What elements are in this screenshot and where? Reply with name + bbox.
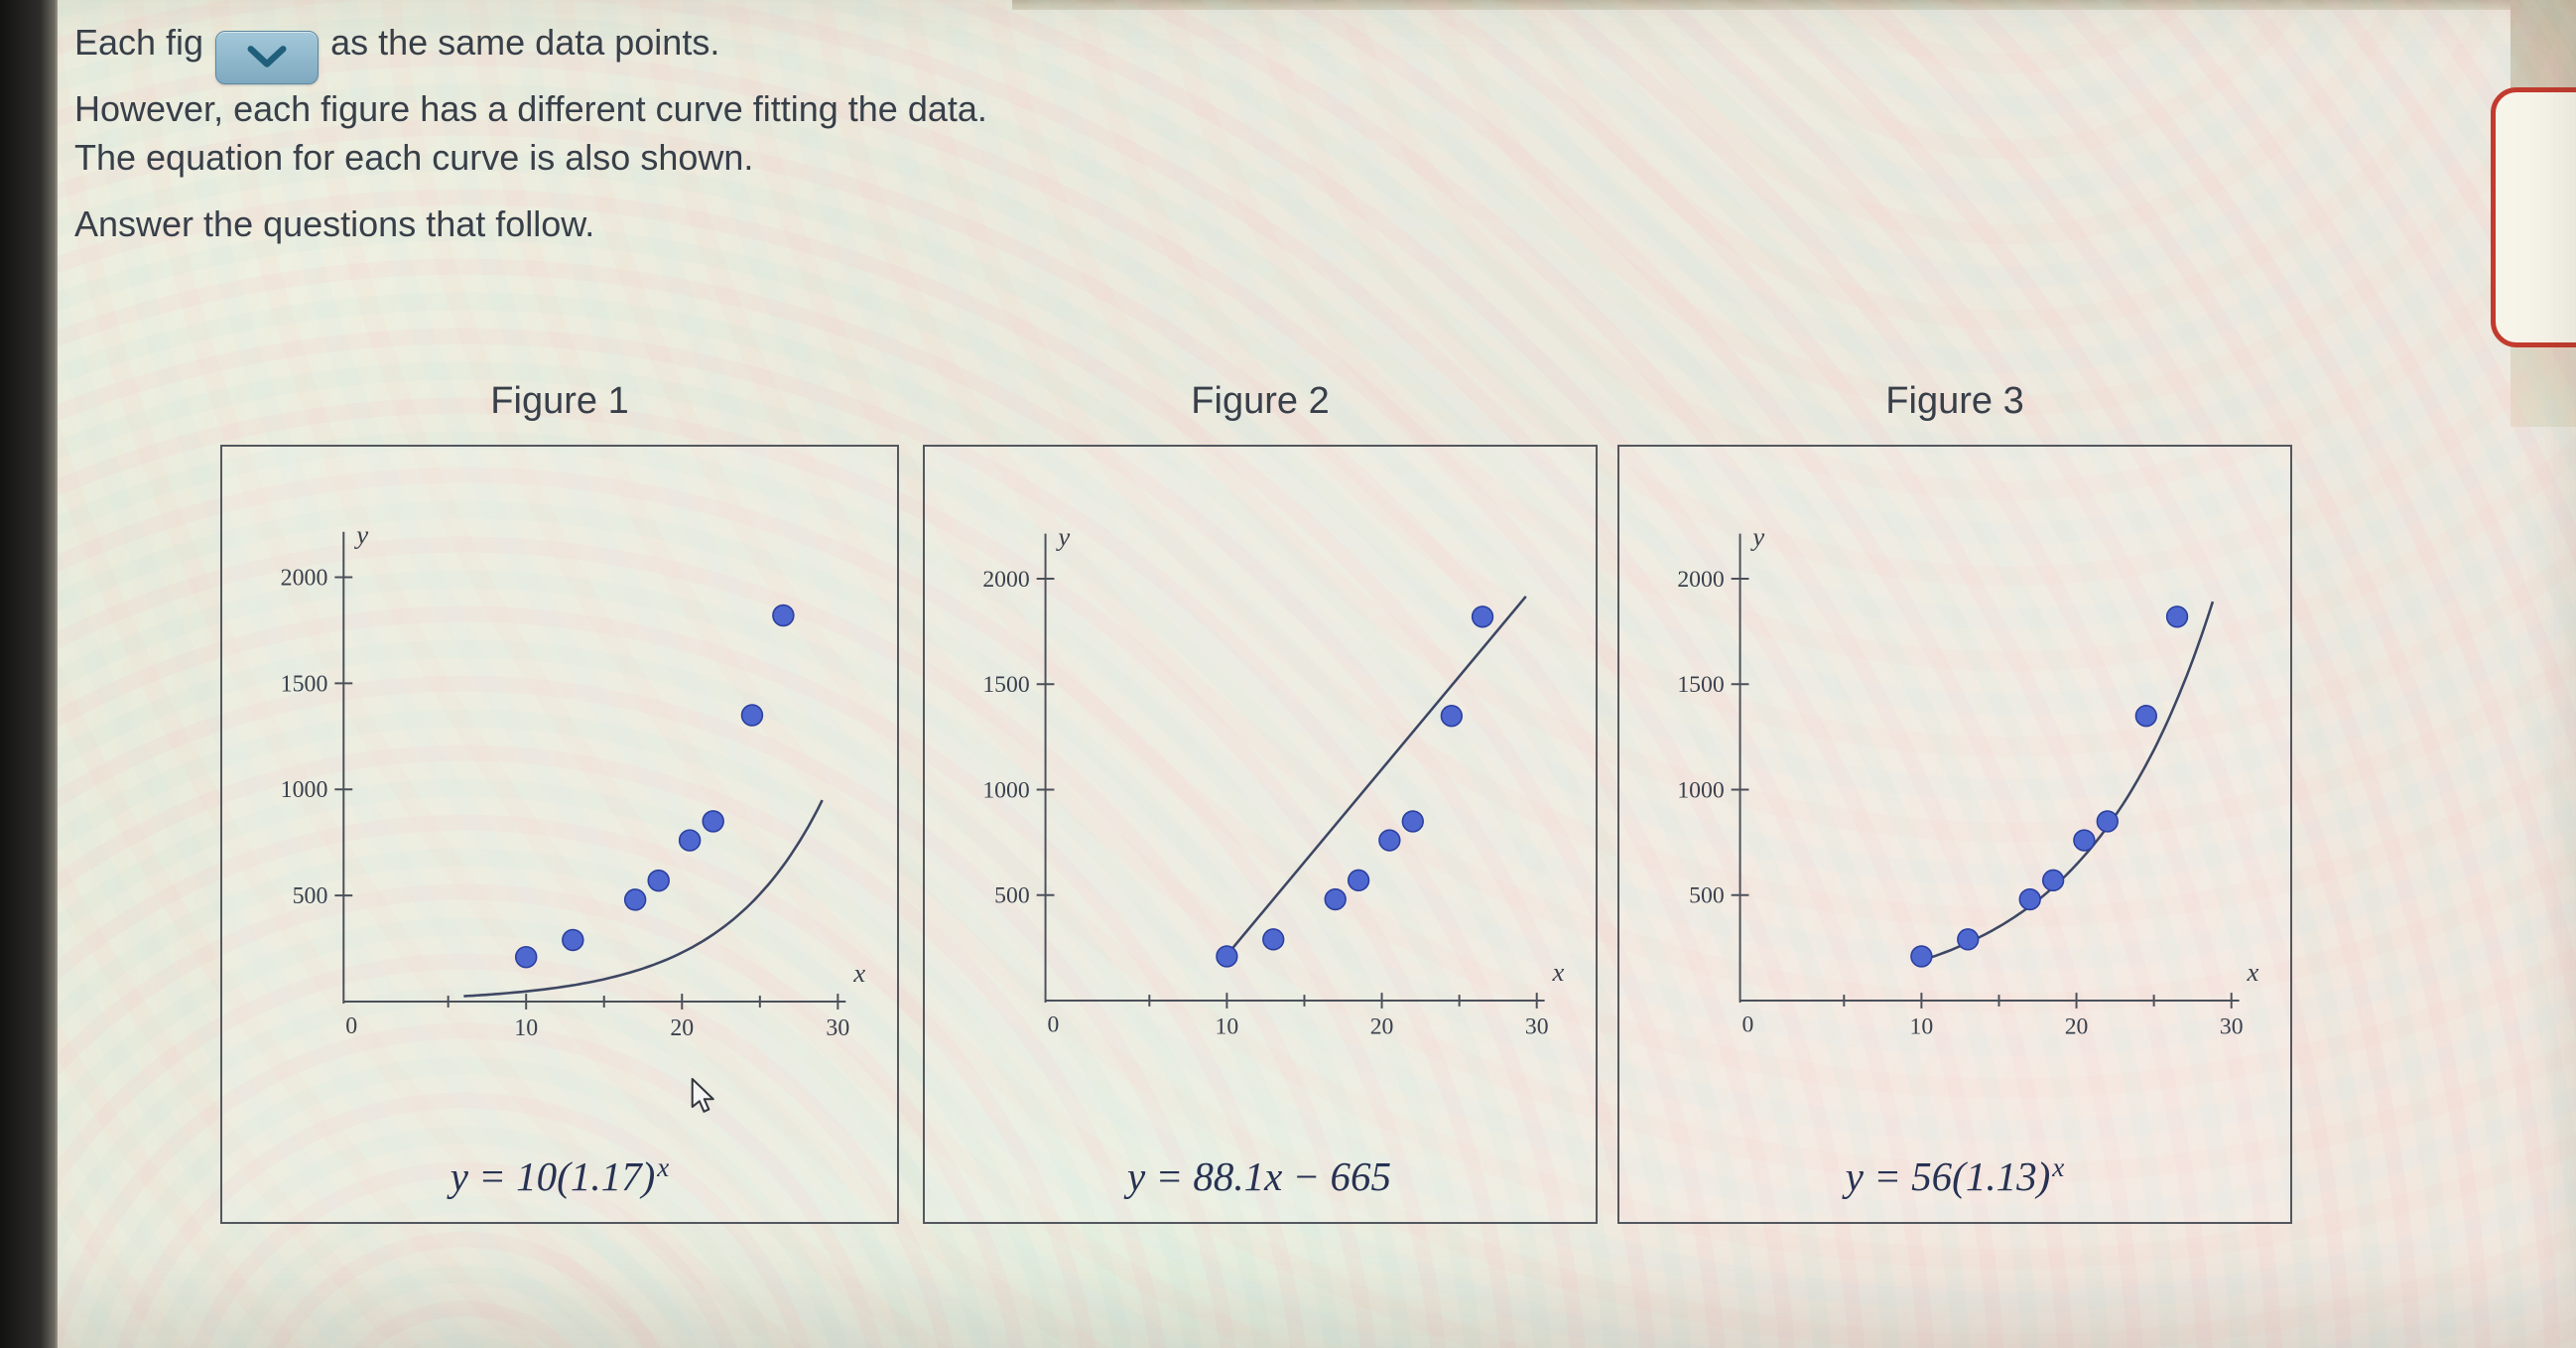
figure-1-panel: 500 1000 1500 2000 10 20 30 0 y x y = 10(1.17)x: [220, 445, 899, 1224]
data-point: [1347, 869, 1370, 892]
y-tick-label: 1000: [281, 777, 328, 803]
figure-1-title: Figure 1: [490, 380, 629, 422]
figure-3-panel: 500 1000 1500 2000 10 20 30 0 y x y = 56(1.13)x: [1617, 445, 2292, 1224]
x-tick-label: 30: [826, 1015, 849, 1041]
x-tick-label: 10: [1216, 1014, 1239, 1040]
data-point: [2041, 869, 2065, 892]
y-tick-label: 2000: [281, 565, 328, 591]
x-tick-label: 20: [670, 1015, 694, 1041]
instruction-line-1: Each fig as the same data points.: [74, 18, 987, 84]
data-point: [514, 945, 538, 969]
data-point: [2096, 810, 2119, 833]
figure-1-equation: y = 10(1.17)x: [222, 1152, 897, 1200]
y-axis-label: y: [353, 520, 368, 550]
figure-2-panel: 500 1000 1500 2000 10 20 30 0 y x y = 88.1x − 665: [923, 445, 1598, 1224]
data-point: [1262, 928, 1285, 951]
chart-canvas: 500 1000 1500 2000 10 20 30 0 y x: [281, 520, 866, 1041]
screen-edge-left: [0, 0, 58, 1348]
data-point: [623, 888, 647, 911]
data-point: [562, 928, 584, 952]
data-point: [2073, 829, 2096, 852]
y-tick-label: 1500: [1677, 672, 1724, 698]
data-point: [2165, 606, 2189, 628]
partial-card-right: [2491, 87, 2576, 347]
data-point: [1471, 606, 1494, 628]
y-tick-label: 500: [1689, 883, 1725, 909]
figure-3-title: Figure 3: [1885, 380, 2024, 422]
axes: [334, 531, 846, 1010]
figure-2-equation: y = 88.1x − 665: [925, 1152, 1596, 1200]
fit-curve: [1913, 601, 2215, 965]
x-axis-label: x: [2247, 957, 2259, 987]
x-tick-label: 20: [1370, 1014, 1394, 1040]
y-tick-label: 1500: [281, 671, 328, 697]
equation-exponent: x: [2052, 1152, 2065, 1182]
equation-base: y = 56(1.13): [1845, 1153, 2051, 1199]
data-point: [1957, 928, 1980, 951]
y-tick-label: 2000: [1677, 567, 1724, 593]
axes: [1036, 533, 1545, 1009]
instruction-text-suffix: as the same data points.: [330, 22, 720, 63]
x-tick-label: 30: [1525, 1014, 1549, 1040]
figure-2-title: Figure 2: [1191, 380, 1330, 422]
x-tick-label: 10: [514, 1015, 538, 1041]
data-point: [772, 604, 795, 627]
instruction-line-2: However, each figure has a different cur…: [74, 88, 987, 129]
origin-label: 0: [1048, 1012, 1060, 1038]
y-tick-label: 1000: [1677, 777, 1724, 803]
data-point: [1324, 887, 1347, 911]
screen-top-bezel: [1012, 0, 2576, 10]
fit-curve: [463, 799, 824, 998]
data-point: [740, 704, 764, 727]
y-tick-label: 2000: [982, 567, 1029, 593]
x-tick-label: 20: [2065, 1014, 2089, 1040]
y-tick-label: 500: [293, 883, 328, 909]
data-point: [2134, 705, 2157, 728]
x-axis-label: x: [1552, 957, 1565, 987]
origin-label: 0: [1742, 1012, 1754, 1038]
x-tick-label: 10: [1910, 1014, 1934, 1040]
axes: [1731, 533, 2240, 1009]
data-point: [2018, 887, 2041, 911]
data-point: [1440, 705, 1463, 728]
equation-exponent: x: [657, 1152, 670, 1182]
y-tick-label: 1000: [982, 777, 1029, 803]
y-axis-label: y: [1055, 521, 1070, 551]
instruction-line-4: Answer the questions that follow.: [74, 203, 595, 244]
data-point: [678, 829, 702, 852]
x-tick-label: 30: [2220, 1014, 2244, 1040]
y-axis-label: y: [1749, 521, 1764, 551]
data-point: [1378, 829, 1401, 852]
equation-base: y = 10(1.17): [450, 1153, 656, 1199]
data-point: [1910, 945, 1933, 968]
y-tick-label: 1500: [982, 672, 1029, 698]
y-tick-label: 500: [994, 883, 1030, 909]
data-point: [1401, 810, 1424, 833]
answer-dropdown[interactable]: [215, 31, 320, 84]
figure-3-equation: y = 56(1.13)x: [1619, 1152, 2290, 1200]
instructions-block: Each fig as the same data points. However…: [74, 18, 987, 248]
data-point: [702, 810, 724, 833]
fit-line: [1225, 596, 1527, 956]
instruction-line-3: The equation for each curve is also show…: [74, 137, 754, 178]
x-axis-label: x: [852, 958, 865, 988]
chart-canvas: 500 1000 1500 2000 10 20 30 0 y x: [982, 521, 1565, 1040]
chart-canvas: 500 1000 1500 2000 10 20 30 0 y x: [1677, 521, 2259, 1040]
chevron-down-icon: [247, 46, 287, 67]
data-point: [647, 869, 670, 892]
instruction-text-prefix: Each fig: [74, 22, 204, 63]
equation-base: y = 88.1x − 665: [1127, 1153, 1391, 1199]
origin-label: 0: [345, 1013, 357, 1039]
mouse-cursor-icon: [691, 1077, 714, 1113]
data-point: [1216, 945, 1238, 968]
